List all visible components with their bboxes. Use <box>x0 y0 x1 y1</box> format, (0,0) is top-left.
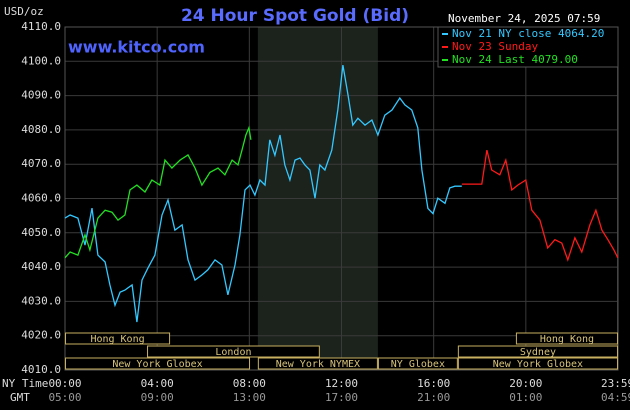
y-tick-label: 4010.0 <box>21 363 61 376</box>
legend-label: Nov 21 NY close 4064.20 <box>452 27 604 40</box>
session-label: Sydney <box>520 347 556 358</box>
session-box <box>65 357 251 370</box>
y-tick-label: 4080.0 <box>21 123 61 136</box>
session-box <box>515 332 618 345</box>
session-label: New York NYMEX <box>276 359 360 370</box>
y-tick-label: 4110.0 <box>21 20 61 33</box>
unit-label: USD/oz <box>4 5 44 18</box>
x-tick-label: 23:59 <box>601 377 630 390</box>
session-label: Hong Kong <box>90 334 144 345</box>
y-tick-label: 4050.0 <box>21 226 61 239</box>
price-line <box>64 64 462 323</box>
session-box <box>457 345 618 358</box>
y-tick-label: 4030.0 <box>21 294 61 307</box>
x-tick-label: 16:00 <box>417 377 450 390</box>
x-tick-label: 00:00 <box>48 377 81 390</box>
session-label: New York Globex <box>112 359 202 370</box>
x-tick-label: 20:00 <box>509 377 542 390</box>
x-row-label: NY Time <box>2 377 48 390</box>
x-tick-label-gmt: 01:00 <box>509 391 542 404</box>
chart-title: 24 Hour Spot Gold (Bid) <box>181 6 409 26</box>
legend-box <box>437 26 619 68</box>
website: www.kitco.com <box>68 38 205 57</box>
y-tick-label: 4100.0 <box>21 54 61 67</box>
legend-label: Nov 23 Sunday <box>452 40 538 53</box>
session-box <box>65 332 171 345</box>
x-tick-label-gmt: 09:00 <box>141 391 174 404</box>
session-label: London <box>215 347 251 358</box>
session-box <box>257 357 378 370</box>
x-tick-label-gmt: 17:00 <box>325 391 358 404</box>
session-box <box>457 357 618 370</box>
x-tick-label: 12:00 <box>325 377 358 390</box>
price-line <box>461 149 619 262</box>
y-tick-label: 4070.0 <box>21 157 61 170</box>
price-line <box>64 125 252 259</box>
x-tick-label-gmt: 05:00 <box>48 391 81 404</box>
timestamp: November 24, 2025 07:59 <box>448 12 600 25</box>
legend-label: Nov 24 Last 4079.00 <box>452 53 578 66</box>
x-tick-label: 08:00 <box>233 377 266 390</box>
session-label: New York Globex <box>493 359 583 370</box>
x-row-label: GMT <box>10 391 30 404</box>
x-tick-label-gmt: 04:59 <box>601 391 630 404</box>
x-tick-label-gmt: 13:00 <box>233 391 266 404</box>
y-tick-label: 4090.0 <box>21 89 61 102</box>
x-tick-label-gmt: 21:00 <box>417 391 450 404</box>
y-tick-label: 4040.0 <box>21 260 61 273</box>
session-label: Hong Kong <box>540 334 594 345</box>
session-box <box>377 357 458 370</box>
session-label: NY Globex <box>391 359 445 370</box>
x-tick-label: 04:00 <box>141 377 174 390</box>
y-tick-label: 4020.0 <box>21 329 61 342</box>
plot-frame <box>64 26 619 371</box>
session-box <box>147 345 320 358</box>
y-tick-label: 4060.0 <box>21 192 61 205</box>
